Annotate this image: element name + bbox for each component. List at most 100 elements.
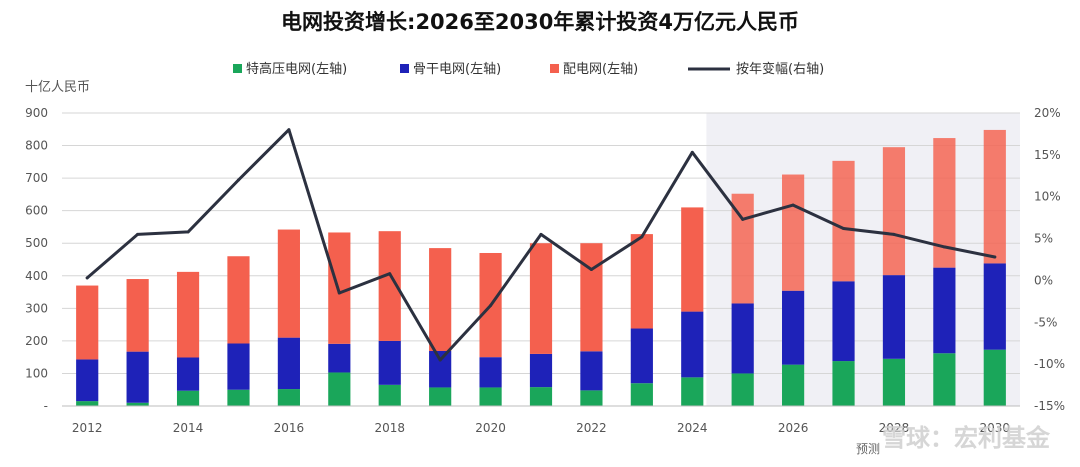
legend-label-backbone: 骨干电网(左轴) [413, 62, 501, 77]
bar-group-2012 [76, 285, 99, 406]
y-left-tick-label: 300 [25, 301, 48, 315]
bar-backbone [227, 343, 250, 390]
bar-uhv [378, 384, 401, 406]
y-left-tick-label: 500 [25, 236, 48, 250]
bar-group-2019 [429, 248, 452, 406]
yoy-point [640, 235, 644, 239]
y-left-tick-label: 700 [25, 171, 48, 185]
bar-backbone [479, 357, 502, 388]
x-tick-label: 2028 [879, 421, 910, 435]
bar-uhv [328, 372, 351, 406]
bar-distribution [882, 147, 906, 276]
x-tick-label: 2026 [778, 421, 809, 435]
bar-backbone [429, 350, 452, 388]
x-tick-label: 2012 [72, 421, 103, 435]
bar-group-2030 [983, 129, 1006, 406]
legend-swatch-backbone [400, 64, 409, 73]
yoy-point [186, 230, 190, 234]
bar-backbone [983, 263, 1006, 350]
bar-backbone [176, 357, 200, 391]
bar-distribution [277, 229, 300, 338]
bar-group-2024 [681, 207, 704, 406]
bar-backbone [277, 337, 300, 390]
yoy-point [489, 304, 493, 308]
bar-backbone [933, 267, 956, 354]
bar-backbone [832, 281, 855, 362]
bar-group-2017 [328, 232, 351, 406]
legend-label-uhv: 特高压电网(左轴) [246, 61, 347, 77]
bar-uhv [529, 387, 553, 406]
y-right-tick-label: -15% [1034, 399, 1065, 413]
yoy-point [337, 291, 341, 295]
bar-group-2028 [882, 147, 906, 406]
bar-distribution [76, 285, 99, 360]
legend-label-distribution: 配电网(左轴) [563, 62, 638, 77]
bar-distribution [731, 193, 754, 304]
y-left-tick-label: 400 [25, 269, 48, 283]
bar-distribution [529, 243, 553, 354]
bar-distribution [176, 271, 200, 358]
bar-group-2029 [933, 138, 956, 406]
bar-distribution [227, 256, 250, 344]
bar-distribution [782, 174, 805, 291]
bar-distribution [630, 234, 653, 329]
bar-group-2014 [176, 271, 200, 406]
bar-group-2020 [479, 252, 502, 406]
yoy-line-layer [85, 128, 997, 362]
bar-backbone [529, 353, 553, 388]
bar-backbone [580, 351, 603, 391]
y-right-tick-label: 20% [1034, 106, 1061, 120]
yoy-point [942, 245, 946, 249]
bar-backbone [328, 343, 351, 373]
bar-backbone [126, 351, 149, 403]
bar-group-2025 [731, 193, 754, 406]
yoy-point [892, 232, 896, 236]
y-right-tick-label: -10% [1034, 357, 1065, 371]
legend-swatch-uhv [233, 64, 242, 73]
y-left-tick-label: 600 [25, 204, 48, 218]
x-tick-label: 2024 [677, 421, 708, 435]
bar-backbone [681, 311, 704, 378]
bar-uhv [731, 373, 754, 406]
forecast-label: 预测 [856, 442, 880, 456]
yoy-point [85, 276, 89, 280]
bar-distribution [832, 160, 855, 282]
bar-group-2021 [529, 243, 553, 406]
yoy-point [438, 358, 442, 362]
x-tick-label: 2030 [980, 421, 1011, 435]
bar-uhv [429, 387, 452, 406]
bar-uhv [681, 377, 704, 406]
bar-distribution [983, 129, 1006, 264]
y-left-tick-label: - [44, 399, 48, 413]
yoy-point [388, 272, 392, 276]
y-axis-unit-label: 十亿人民币 [25, 80, 90, 95]
bar-uhv [176, 390, 200, 406]
bar-uhv [126, 402, 149, 406]
yoy-point [842, 227, 846, 231]
forecast-shade [706, 113, 1020, 406]
y-left-tick-label: 900 [25, 106, 48, 120]
bar-distribution [681, 207, 704, 312]
bar-group-2016 [277, 229, 300, 406]
bar-uhv [580, 390, 603, 406]
bar-group-2026 [782, 174, 805, 406]
bar-group-2013 [126, 279, 149, 406]
bar-distribution [429, 248, 452, 351]
bar-uhv [277, 389, 300, 406]
bar-uhv [983, 349, 1006, 406]
legend-swatch-distribution [550, 64, 559, 73]
bar-uhv [76, 401, 99, 406]
bar-backbone [630, 328, 653, 384]
yoy-point [287, 128, 291, 132]
y-right-tick-label: 15% [1034, 148, 1061, 162]
y-left-tick-label: 200 [25, 334, 48, 348]
bar-uhv [782, 364, 805, 406]
yoy-point [539, 232, 543, 236]
x-tick-label: 2018 [374, 421, 405, 435]
watermark-text: 雪球：宏利基金 [882, 424, 1051, 452]
bar-group-2022 [580, 243, 603, 406]
x-tick-label: 2016 [274, 421, 305, 435]
yoy-point [236, 178, 240, 182]
legend: 特高压电网(左轴) 骨干电网(左轴) 配电网(左轴) 按年变幅(右轴) [233, 61, 824, 77]
